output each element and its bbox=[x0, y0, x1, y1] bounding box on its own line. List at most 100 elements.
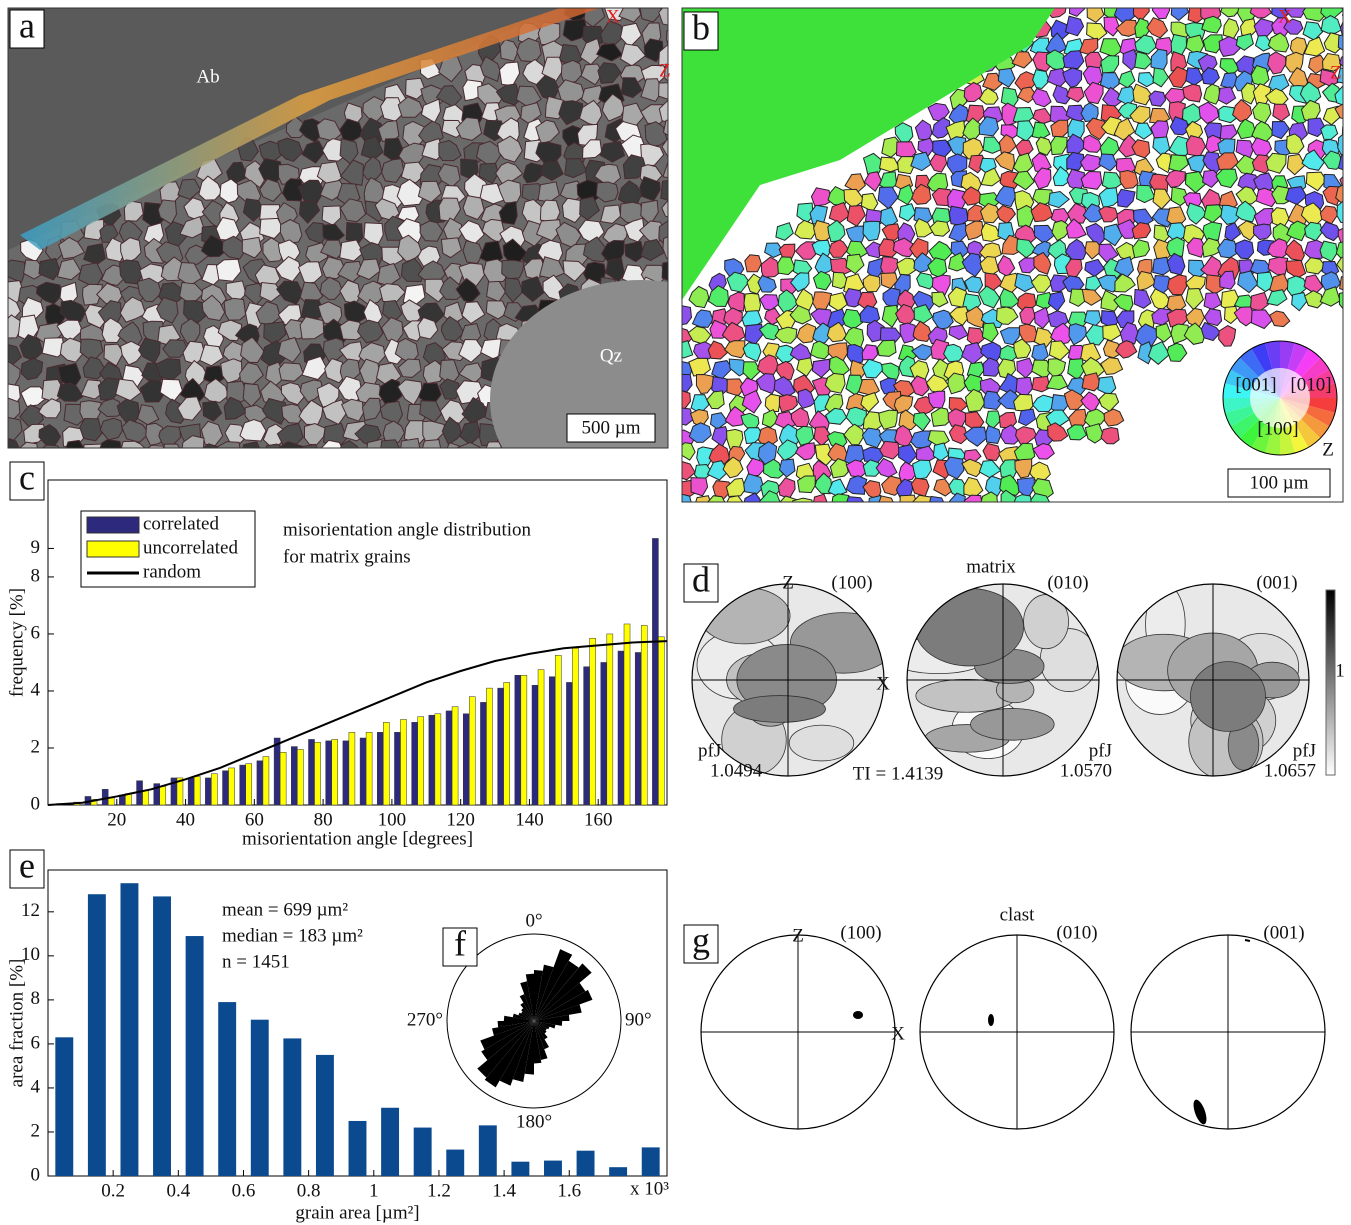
bar bbox=[640, 625, 648, 806]
grain bbox=[1016, 357, 1035, 379]
grain bbox=[38, 257, 61, 281]
pf-outline bbox=[1130, 934, 1326, 1130]
grain bbox=[541, 56, 565, 83]
legend-swatch bbox=[86, 540, 140, 558]
grain bbox=[845, 475, 868, 495]
grain bbox=[1336, 256, 1343, 273]
grain bbox=[1134, 34, 1158, 55]
grain bbox=[898, 461, 918, 482]
rose-petal bbox=[534, 1021, 542, 1064]
grain bbox=[744, 254, 762, 273]
bar bbox=[325, 740, 332, 806]
panel-label: g bbox=[692, 920, 710, 960]
grain bbox=[37, 398, 62, 419]
grain bbox=[1085, 117, 1108, 141]
grain bbox=[1233, 306, 1256, 327]
grain bbox=[1271, 120, 1290, 140]
plane-label: (010) bbox=[1056, 922, 1097, 943]
grain bbox=[301, 443, 318, 448]
grain bbox=[441, 416, 462, 446]
grain bbox=[776, 360, 795, 381]
grain bbox=[440, 237, 463, 259]
rose-petal bbox=[503, 1015, 534, 1021]
bar bbox=[497, 687, 504, 806]
grain bbox=[1065, 258, 1083, 278]
grain bbox=[1236, 118, 1256, 140]
grain bbox=[881, 223, 902, 241]
grain bbox=[1284, 186, 1308, 206]
grain bbox=[400, 437, 421, 448]
bar bbox=[101, 789, 109, 806]
grain bbox=[419, 220, 444, 242]
rose-petal bbox=[512, 1021, 534, 1083]
x-tick-label: 0.2 bbox=[101, 1180, 125, 1201]
panel-label: e bbox=[19, 845, 35, 885]
grain bbox=[177, 178, 202, 200]
grain bbox=[931, 117, 951, 139]
grain bbox=[929, 220, 951, 237]
grain bbox=[439, 378, 461, 400]
rose-petal bbox=[521, 1008, 534, 1021]
grain bbox=[35, 281, 62, 305]
bar bbox=[239, 764, 246, 806]
grain bbox=[791, 497, 813, 502]
grain bbox=[402, 283, 426, 305]
y-axis-label: frequency [%] bbox=[6, 588, 27, 697]
grain bbox=[1254, 34, 1275, 52]
grain bbox=[1341, 125, 1343, 135]
grain bbox=[948, 424, 969, 445]
grain bbox=[978, 116, 1000, 137]
y-axis-label: area fraction [%] bbox=[6, 959, 27, 1088]
grain bbox=[278, 362, 304, 382]
grain bbox=[862, 220, 881, 242]
pf-outline bbox=[691, 583, 885, 777]
grain bbox=[844, 173, 867, 194]
bar bbox=[572, 647, 579, 806]
grain bbox=[1062, 67, 1083, 88]
grain bbox=[136, 277, 162, 303]
grain bbox=[743, 492, 762, 502]
grain bbox=[1255, 187, 1277, 208]
grain bbox=[778, 394, 798, 413]
grain bbox=[644, 121, 668, 148]
plane-label: (100) bbox=[840, 922, 881, 943]
grain bbox=[1013, 494, 1032, 502]
grain bbox=[339, 118, 364, 143]
grain bbox=[1045, 374, 1069, 391]
grain bbox=[764, 242, 785, 258]
grain bbox=[1322, 150, 1343, 170]
grain bbox=[1185, 287, 1204, 311]
grain bbox=[1168, 154, 1189, 173]
grain bbox=[932, 309, 954, 330]
grain bbox=[777, 289, 799, 314]
grain bbox=[461, 301, 486, 325]
rose-petal bbox=[521, 1011, 534, 1021]
grain bbox=[1250, 309, 1274, 330]
grain bbox=[980, 222, 1003, 242]
grain bbox=[861, 358, 885, 379]
grain bbox=[846, 204, 866, 227]
bar bbox=[469, 696, 476, 806]
bar bbox=[283, 1038, 302, 1176]
grain bbox=[320, 239, 344, 260]
grain bbox=[1017, 86, 1038, 104]
grain bbox=[1119, 169, 1139, 190]
grain bbox=[933, 478, 955, 497]
grain bbox=[1155, 152, 1173, 174]
grain bbox=[724, 340, 746, 359]
grain bbox=[535, 119, 560, 145]
grain bbox=[226, 161, 249, 183]
grain bbox=[1047, 358, 1067, 379]
bar bbox=[142, 790, 149, 806]
grain bbox=[711, 360, 733, 380]
grain bbox=[1337, 133, 1343, 156]
grain bbox=[1084, 423, 1105, 444]
grain bbox=[601, 93, 625, 122]
grain bbox=[789, 272, 810, 293]
axis-label: X bbox=[891, 1023, 905, 1044]
grain bbox=[1048, 190, 1070, 209]
bar bbox=[617, 650, 625, 806]
grain bbox=[439, 399, 468, 424]
grain bbox=[498, 200, 518, 225]
grain bbox=[743, 292, 762, 313]
